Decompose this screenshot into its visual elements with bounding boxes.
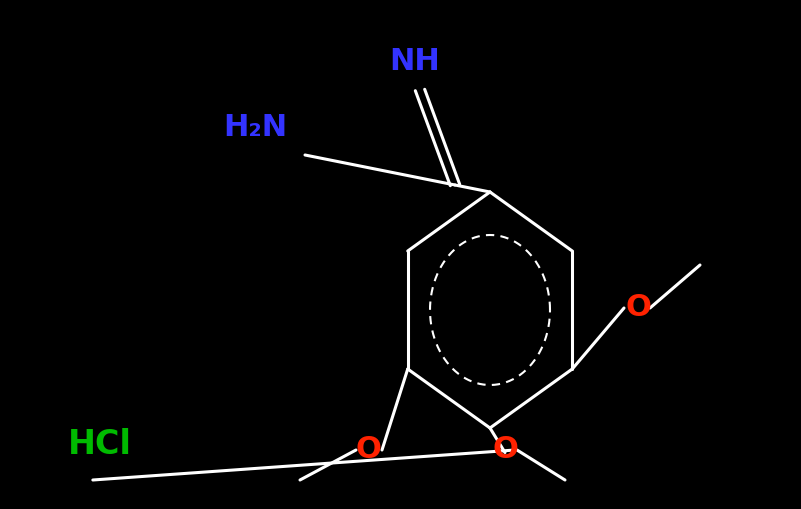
Text: HCl: HCl [68,429,132,462]
Text: O: O [625,294,651,323]
Text: H₂N: H₂N [223,114,287,143]
Text: O: O [492,436,518,465]
Text: O: O [355,436,381,465]
Text: NH: NH [389,47,441,76]
